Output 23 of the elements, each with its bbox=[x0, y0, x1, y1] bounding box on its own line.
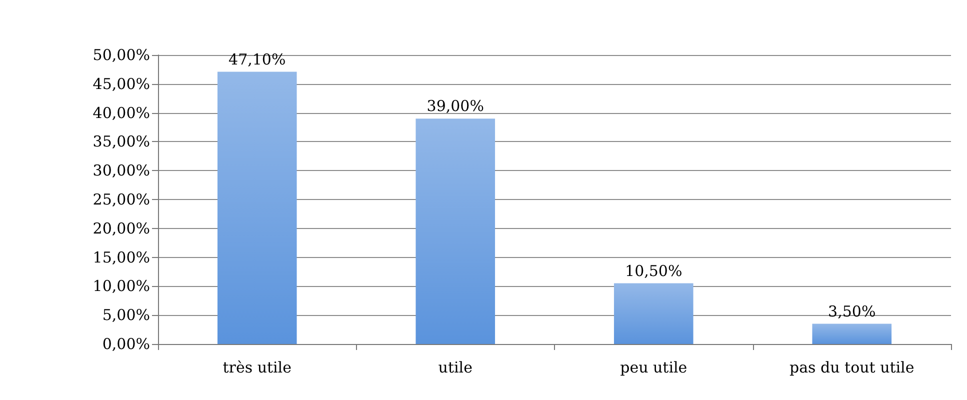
x-tick-label: très utile bbox=[222, 358, 292, 376]
y-tick-label: 0,00% bbox=[102, 335, 150, 353]
data-label: 47,10% bbox=[228, 50, 286, 68]
y-tick-label: 45,00% bbox=[92, 74, 150, 93]
y-tick-label: 35,00% bbox=[92, 132, 150, 151]
y-tick-label: 25,00% bbox=[92, 190, 150, 208]
y-tick-label: 30,00% bbox=[92, 162, 150, 180]
y-tick-label: 40,00% bbox=[92, 104, 150, 122]
x-tick-label: pas du tout utile bbox=[790, 358, 914, 376]
bar bbox=[812, 324, 892, 344]
y-tick-label: 15,00% bbox=[92, 248, 150, 266]
y-tick-label: 5,00% bbox=[102, 306, 150, 324]
y-tick-label: 10,00% bbox=[92, 277, 150, 296]
bar bbox=[217, 72, 297, 344]
y-tick-label: 20,00% bbox=[92, 219, 150, 238]
y-tick-label: 50,00% bbox=[92, 46, 150, 64]
x-tick-label: peu utile bbox=[620, 358, 688, 376]
data-label: 3,50% bbox=[828, 302, 876, 320]
data-label: 39,00% bbox=[426, 97, 484, 116]
bar bbox=[614, 283, 694, 344]
x-tick-label: utile bbox=[438, 358, 473, 376]
bar bbox=[416, 118, 496, 344]
data-label: 10,50% bbox=[625, 262, 682, 280]
